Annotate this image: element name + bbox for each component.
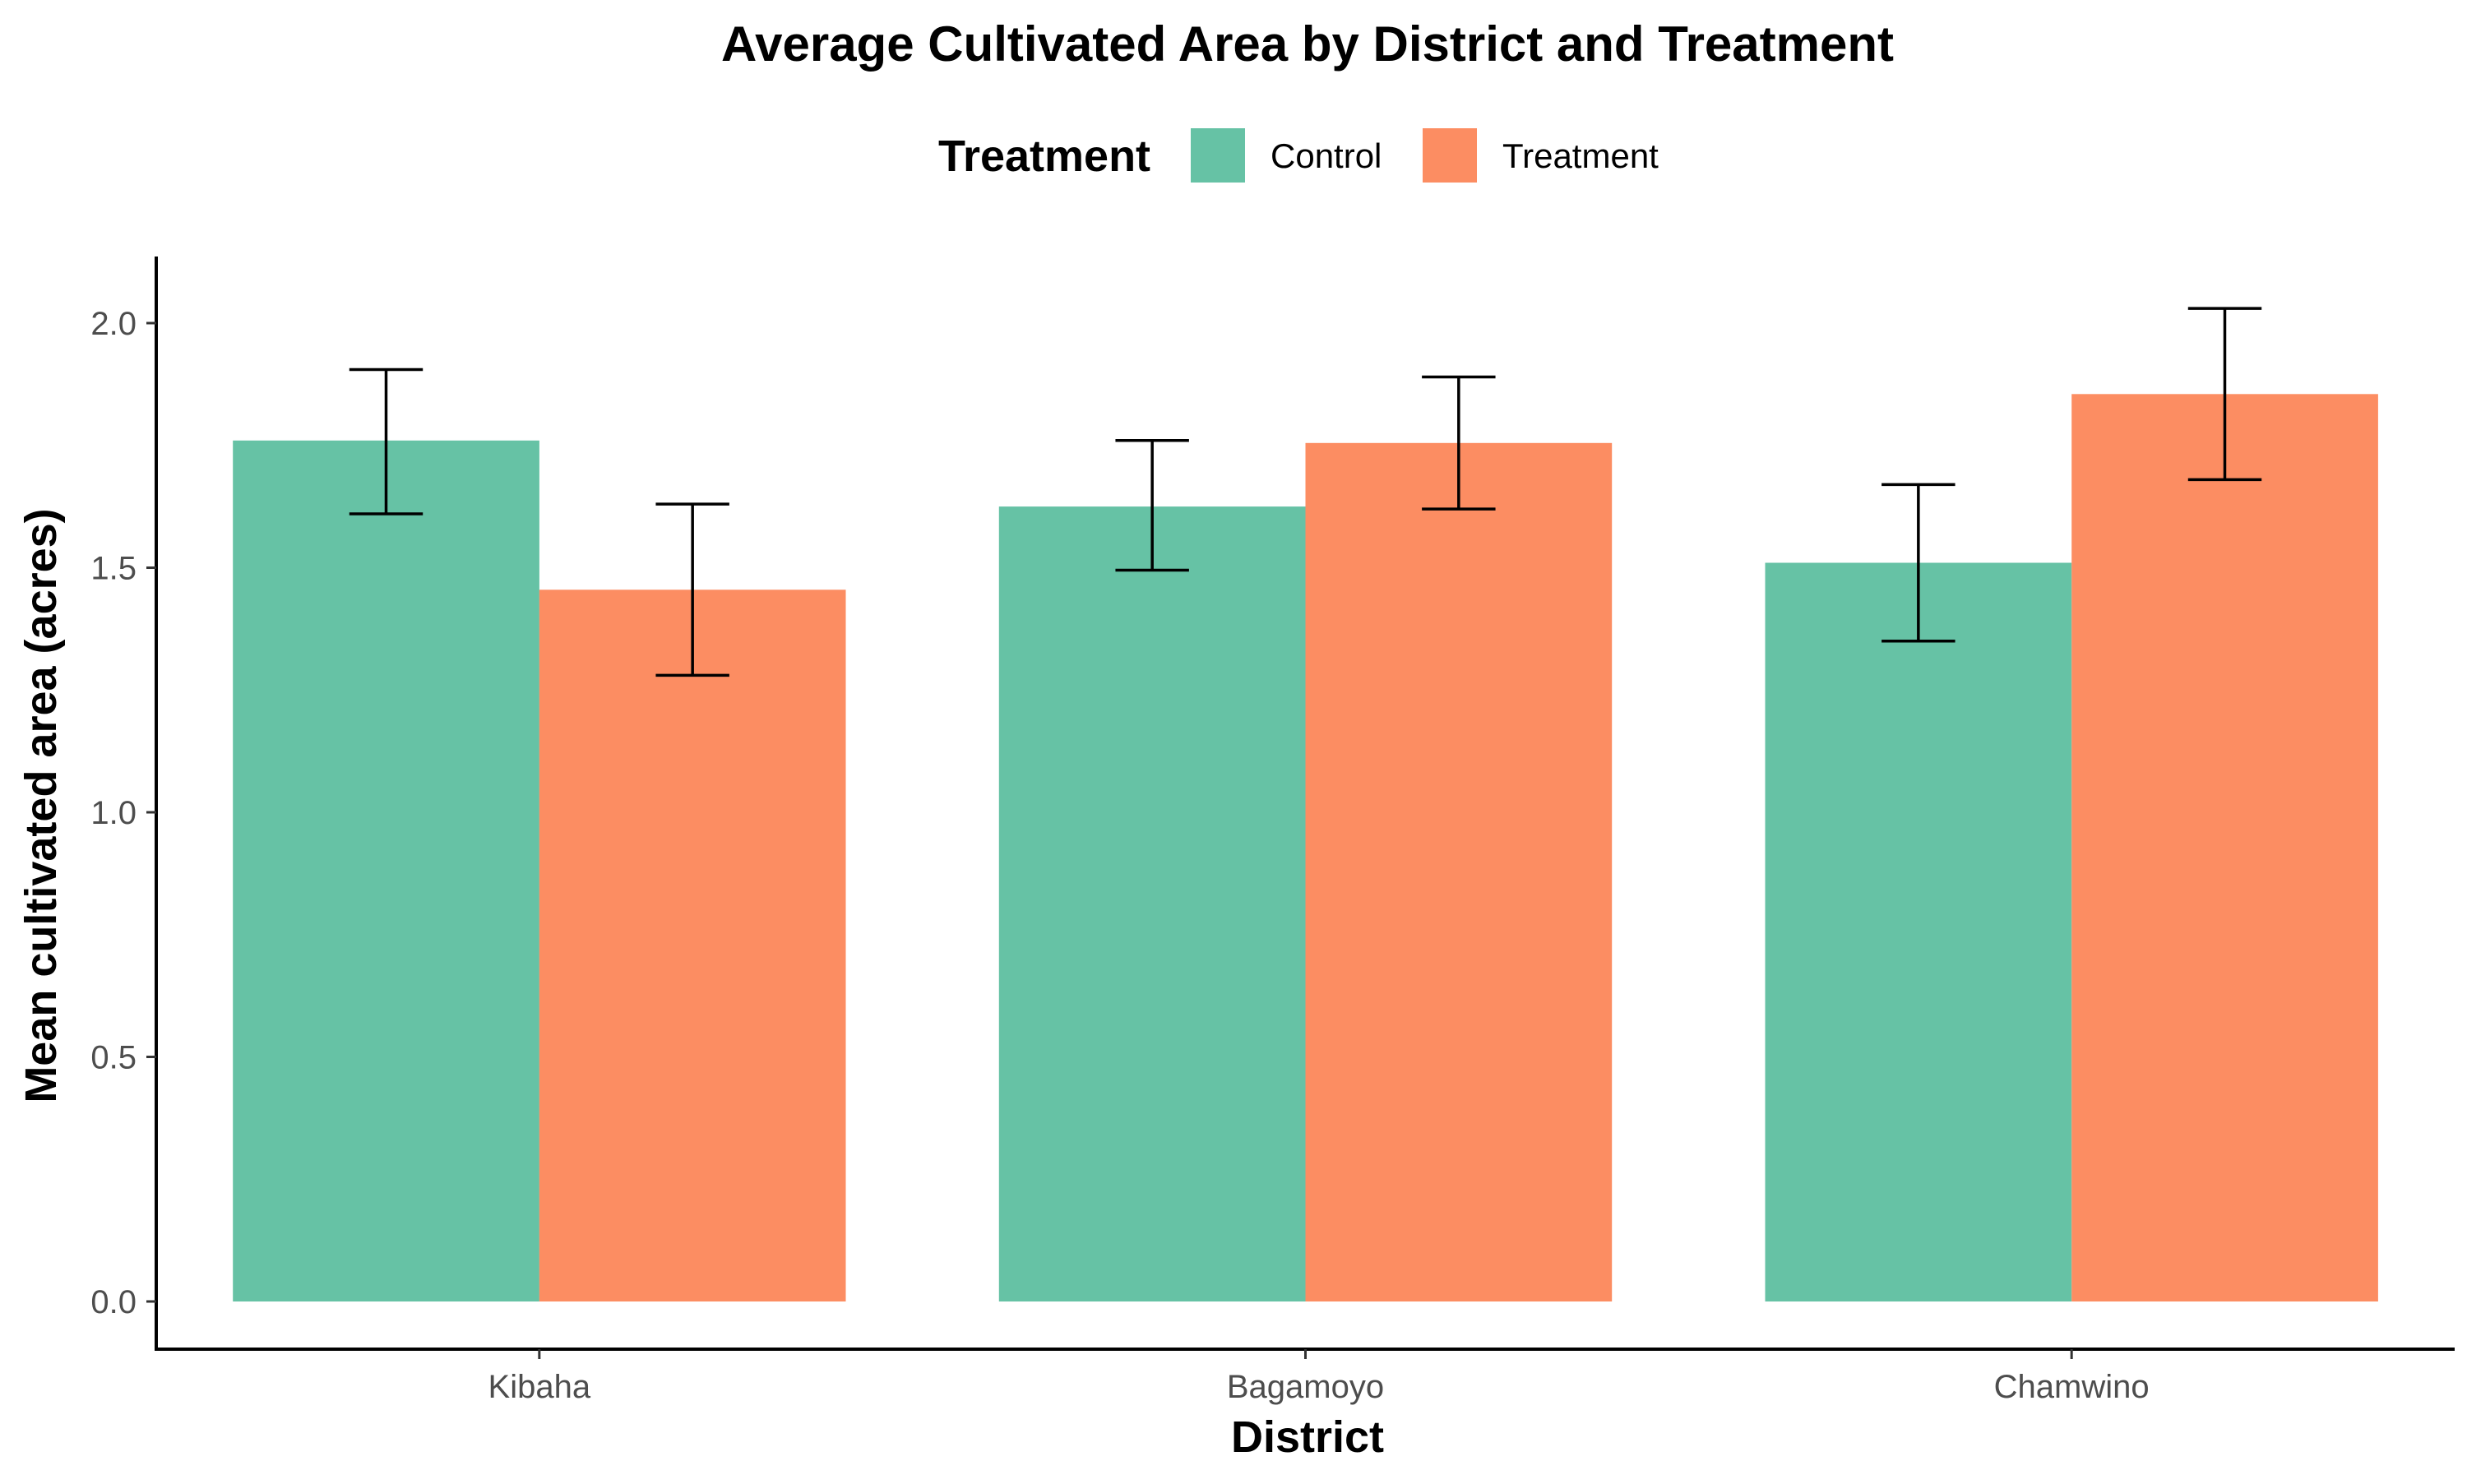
errorbar-treatment-bagamoyo xyxy=(1422,375,1496,511)
y-axis-title: Mean cultivated area (acres) xyxy=(16,508,66,1103)
y-tick-label: 2.0 xyxy=(90,306,137,342)
legend-swatch-control xyxy=(1191,128,1245,183)
legend-label-treatment: Treatment xyxy=(1502,136,1659,175)
bars-layer xyxy=(233,394,2378,1301)
x-tick-label-chamwino: Chamwino xyxy=(1994,1369,2150,1405)
chart-title: Average Cultivated Area by District and … xyxy=(721,16,1894,72)
errorbar-treatment-chamwino xyxy=(2187,307,2262,482)
y-tick-label: 0.0 xyxy=(90,1284,137,1320)
legend-swatch-treatment xyxy=(1423,128,1477,183)
x-tick-label-bagamoyo: Bagamoyo xyxy=(1227,1369,1384,1405)
bar-control-kibaha xyxy=(233,440,539,1301)
errorbars-layer xyxy=(349,307,2262,677)
y-tick-label: 1.0 xyxy=(90,795,137,831)
x-tick-label-kibaha: Kibaha xyxy=(488,1369,591,1405)
errorbar-control-kibaha xyxy=(349,368,424,515)
errorbar-treatment-kibaha xyxy=(655,502,729,677)
bar-control-bagamoyo xyxy=(998,506,1306,1301)
y-tick-label: 0.5 xyxy=(90,1040,137,1076)
errorbar-control-chamwino xyxy=(1881,483,1956,643)
bar-treatment-bagamoyo xyxy=(1305,442,1613,1301)
bar-control-chamwino xyxy=(1765,562,2072,1301)
bar-treatment-chamwino xyxy=(2071,394,2378,1301)
y-ticks: 0.0 0.5 1.0 1.5 2.0 xyxy=(90,306,156,1320)
y-tick-label: 1.5 xyxy=(90,551,137,587)
errorbar-control-bagamoyo xyxy=(1115,439,1189,572)
x-axis-title: District xyxy=(1231,1412,1384,1462)
bar-treatment-kibaha xyxy=(539,589,846,1301)
legend: Treatment Control Treatment xyxy=(938,128,1659,183)
x-ticks: Kibaha Bagamoyo Chamwino xyxy=(488,1349,2150,1405)
legend-title: Treatment xyxy=(938,132,1150,181)
legend-label-control: Control xyxy=(1271,136,1382,175)
